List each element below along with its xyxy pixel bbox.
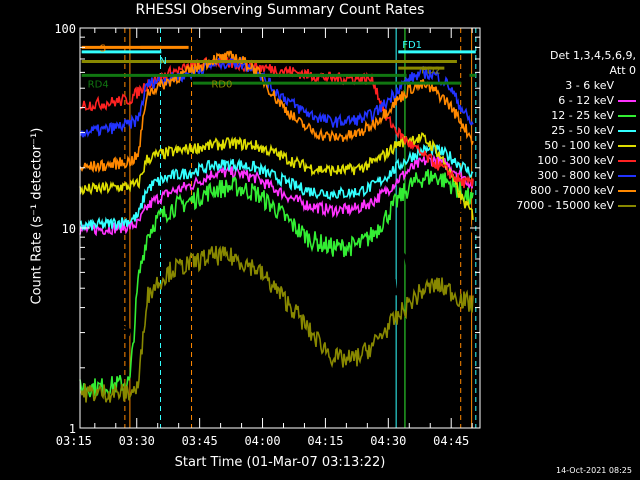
legend-swatch <box>618 189 636 192</box>
legend-entry-3: 25 - 50 keV <box>494 123 636 138</box>
x-tick-label-0: 03:15 <box>56 434 92 448</box>
legend-swatch <box>618 204 636 207</box>
legend-swatch <box>618 144 636 147</box>
series-line-2 <box>79 169 474 399</box>
series-line-7 <box>79 50 474 174</box>
x-axis-label: Start Time (01-Mar-07 03:13:22) <box>174 455 386 470</box>
x-tick-label-5: 04:30 <box>370 434 406 448</box>
legend-swatch <box>618 174 636 177</box>
legend-swatch <box>618 159 636 162</box>
legend-entry-6: 300 - 800 keV <box>494 168 636 183</box>
series-line-0 <box>79 187 474 341</box>
legend-swatch <box>618 84 636 87</box>
y-tick-label-1: 10 <box>62 222 76 236</box>
series-line-8 <box>79 245 474 403</box>
flag-label-0: S <box>100 43 106 54</box>
x-tick-label-2: 03:45 <box>182 434 218 448</box>
legend-entry-0: 3 - 6 keV <box>494 78 636 93</box>
y-tick-label-2: 100 <box>54 22 76 36</box>
x-tick-label-4: 04:15 <box>307 434 343 448</box>
legend-label: 7000 - 15000 keV <box>516 199 614 212</box>
legend-label: 6 - 12 keV <box>558 94 614 107</box>
legend-label: 12 - 25 keV <box>551 109 614 122</box>
series-line-3 <box>79 142 474 232</box>
legend-label: 3 - 6 keV <box>565 79 614 92</box>
footer-timestamp: 14-Oct-2021 08:25 <box>556 466 632 475</box>
legend-label: 300 - 800 keV <box>537 169 614 182</box>
legend-swatch <box>618 114 636 117</box>
chart-title: RHESSI Observing Summary Count Rates <box>135 2 425 18</box>
series-line-5 <box>79 53 474 189</box>
flag-label-7: RD4 <box>88 79 109 90</box>
flag-label-4: FD2 <box>421 65 441 76</box>
flag-label-6: RD0 <box>211 79 232 90</box>
flag-label-3: FD1 <box>402 40 422 51</box>
legend-entry-1: 6 - 12 keV <box>494 93 636 108</box>
legend-label: 50 - 100 keV <box>544 139 614 152</box>
series-line-6 <box>79 55 474 138</box>
legend-entry-7: 800 - 7000 keV <box>494 183 636 198</box>
flag-label-1: N <box>159 56 166 67</box>
legend-label: 25 - 50 keV <box>551 124 614 137</box>
legend-title-line-2: Att 0 <box>609 64 636 77</box>
legend-entries: 3 - 6 keV 6 - 12 keV 12 - 25 keV 25 - 50 ke… <box>494 78 636 213</box>
x-tick-label-3: 04:00 <box>244 434 280 448</box>
legend-swatch <box>618 99 636 102</box>
x-tick-label-6: 04:45 <box>433 434 469 448</box>
y-axis-label: Count Rate (s⁻¹ detector⁻¹) <box>29 127 45 305</box>
legend-entry-4: 50 - 100 keV <box>494 138 636 153</box>
y-tick-label-0: 1 <box>69 422 76 436</box>
legend-swatch <box>618 129 636 132</box>
legend-entry-8: 7000 - 15000 keV <box>494 198 636 213</box>
legend-title-line-1: Det 1,3,4,5,6,9, <box>549 49 636 62</box>
x-tick-label-1: 03:30 <box>119 434 155 448</box>
legend-entry-2: 12 - 25 keV <box>494 108 636 123</box>
series-line-1 <box>79 154 474 237</box>
legend-entry-5: 100 - 300 keV <box>494 153 636 168</box>
legend-label: 800 - 7000 keV <box>530 184 614 197</box>
legend: Det 1,3,4,5,6,9, Att 0 3 - 6 keV 6 - 12 k… <box>494 48 636 213</box>
legend-label: 100 - 300 keV <box>537 154 614 167</box>
